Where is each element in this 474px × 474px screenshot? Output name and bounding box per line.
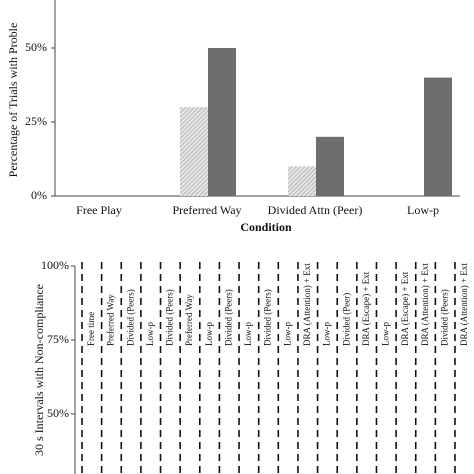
phase-label: Divided (Peers) [223, 289, 233, 346]
y-axis-label: 30 s Intervals with Non-compliance [32, 284, 46, 456]
x-tick-label: Preferred Way [172, 203, 241, 217]
y-tick-label: 100% [41, 258, 69, 272]
y-tick-label: 50% [47, 406, 69, 420]
phase-label: Preferred Way [184, 294, 194, 346]
phase-label: Low-p [145, 322, 155, 346]
x-tick-label: Divided Attn (Peer) [268, 203, 363, 217]
phase-label: DRA (Escape) + Ext [400, 271, 410, 346]
bar [316, 136, 344, 196]
phase-label: Low-p [243, 322, 253, 346]
phase-label: DRA (Attention) + Ext [302, 263, 312, 346]
phase-label: DRA (Escape) + Ext [361, 271, 371, 346]
phase-label: DRA (Attention) + Ext [459, 263, 469, 346]
y-axis-label: Percentage of Trials with Proble [6, 23, 20, 178]
phase-label: Divided (Peers) [263, 289, 273, 346]
phase-label: Divided (Peers) [125, 289, 135, 346]
y-tick-label: 75% [47, 332, 69, 346]
y-tick-label: 50% [25, 40, 47, 54]
phase-label: Preferred Way [106, 294, 116, 346]
bar [180, 107, 208, 196]
phase-label: Low-p [381, 322, 391, 346]
phase-label: Divided (Peer) [341, 293, 351, 346]
phase-label: DRA (Attention) + Ext [420, 263, 430, 346]
y-tick-label: 0% [31, 188, 47, 202]
phase-label: Low-p [322, 322, 332, 346]
y-tick-label: 25% [25, 114, 47, 128]
phase-label: Free time [86, 312, 96, 346]
phase-label: Low-p [204, 322, 214, 346]
x-tick-label: Free Play [76, 203, 122, 217]
phase-label: Low-p [282, 322, 292, 346]
phase-label: Divided (Peers) [165, 289, 175, 346]
x-tick-label: Low-p [407, 203, 439, 217]
phase-label: Divided (Peers) [439, 289, 449, 346]
bar [424, 77, 452, 196]
x-axis-label: Condition [240, 220, 292, 234]
bar [208, 48, 236, 196]
bar [288, 166, 316, 196]
